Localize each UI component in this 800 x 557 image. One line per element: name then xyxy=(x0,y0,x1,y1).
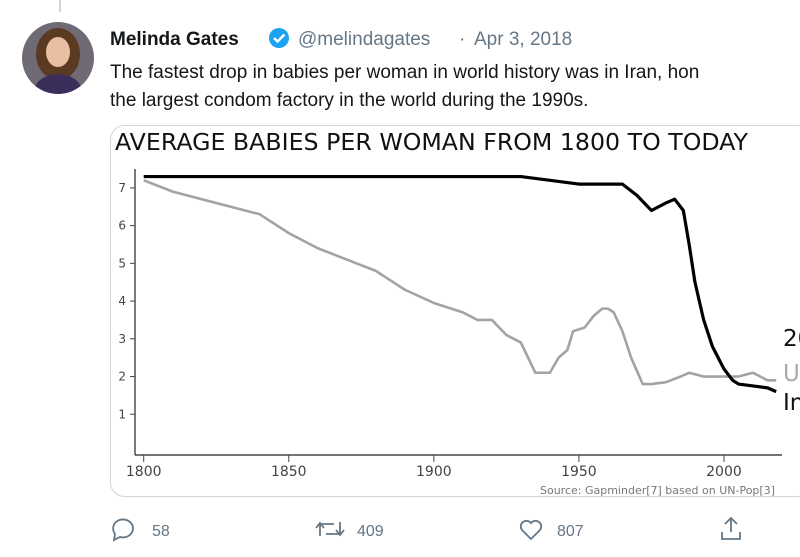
y-tick-label: 7 xyxy=(118,181,126,195)
like-button[interactable] xyxy=(519,519,543,541)
x-tick-label: 1950 xyxy=(561,464,597,480)
series-line xyxy=(143,179,777,386)
reply-count: 58 xyxy=(152,523,170,540)
y-tick-label: 6 xyxy=(118,219,126,233)
x-tick-label: 1900 xyxy=(416,464,452,480)
y-tick-label: 1 xyxy=(118,407,126,421)
chart-source: Source: Gapminder[7] based on UN-Pop[3] xyxy=(540,484,775,497)
retweet-count: 409 xyxy=(357,523,384,540)
tweet-text-line: The fastest drop in babies per woman in … xyxy=(110,62,699,83)
chart-title: AVERAGE BABIES PER WOMAN FROM 1800 TO TO… xyxy=(115,130,749,156)
x-tick-label: 2000 xyxy=(706,464,742,480)
separator: · xyxy=(459,29,465,50)
series-line xyxy=(143,174,777,394)
share-button[interactable] xyxy=(721,516,741,540)
retweet-button[interactable] xyxy=(315,521,345,537)
y-tick-label: 3 xyxy=(118,332,126,346)
verified-badge xyxy=(269,28,289,48)
chart-image[interactable]: AVERAGE BABIES PER WOMAN FROM 1800 TO TO… xyxy=(110,125,800,497)
y-tick-label: 4 xyxy=(118,294,126,308)
reply-button[interactable] xyxy=(112,518,134,542)
author-handle[interactable]: @melindagates xyxy=(298,29,430,50)
x-tick-label: 1800 xyxy=(126,464,162,480)
tweet-date[interactable]: Apr 3, 2018 xyxy=(474,29,572,50)
annotation: 20 xyxy=(783,326,800,352)
y-tick-label: 5 xyxy=(118,256,126,270)
avatar[interactable] xyxy=(22,22,94,110)
tweet-text-line: the largest condom factory in the world … xyxy=(110,90,588,111)
annotation: U xyxy=(783,361,800,387)
annotation: In xyxy=(783,390,800,416)
like-count: 807 xyxy=(557,523,584,540)
author-name[interactable]: Melinda Gates xyxy=(110,29,239,50)
x-tick-label: 1850 xyxy=(271,464,307,480)
image-border xyxy=(110,125,800,497)
y-tick-label: 2 xyxy=(118,370,126,384)
